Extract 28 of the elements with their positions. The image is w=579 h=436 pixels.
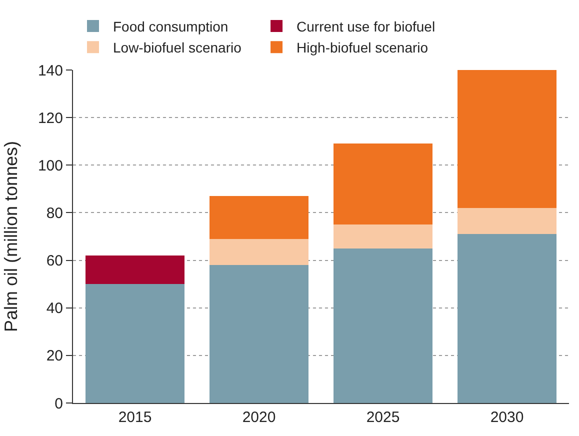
- bar: [85, 256, 185, 284]
- bar: [209, 238, 309, 266]
- y-tick-label: 100: [38, 157, 63, 174]
- y-tick-label: 0: [54, 395, 63, 412]
- legend-label: Low-biofuel scenario: [113, 40, 242, 56]
- bar: [457, 70, 557, 208]
- bar: [457, 208, 557, 234]
- x-tick-label: 2015: [118, 409, 152, 426]
- bar: [333, 248, 433, 403]
- legend-label: High-biofuel scenario: [296, 40, 428, 56]
- x-tick-label: 2030: [490, 409, 524, 426]
- bar: [209, 265, 309, 403]
- y-tick-label: 40: [46, 300, 63, 318]
- bar: [333, 144, 433, 225]
- y-tick-label: 80: [46, 204, 63, 222]
- bar: [85, 284, 185, 403]
- legend-label: Current use for biofuel: [296, 18, 436, 34]
- y-tick-label: 20: [46, 348, 63, 365]
- bar: [457, 234, 557, 403]
- y-tick-label: 140: [38, 62, 63, 80]
- bar: [209, 196, 309, 239]
- y-tick-label: 60: [46, 252, 63, 270]
- x-tick-label: 2025: [366, 409, 400, 426]
- legend-label: Food consumption: [113, 18, 228, 34]
- bar: [333, 224, 433, 248]
- y-tick-label: 120: [38, 110, 63, 127]
- x-tick-label: 2020: [242, 409, 276, 426]
- y-axis-title: Palm oil (million tonnes): [1, 140, 22, 332]
